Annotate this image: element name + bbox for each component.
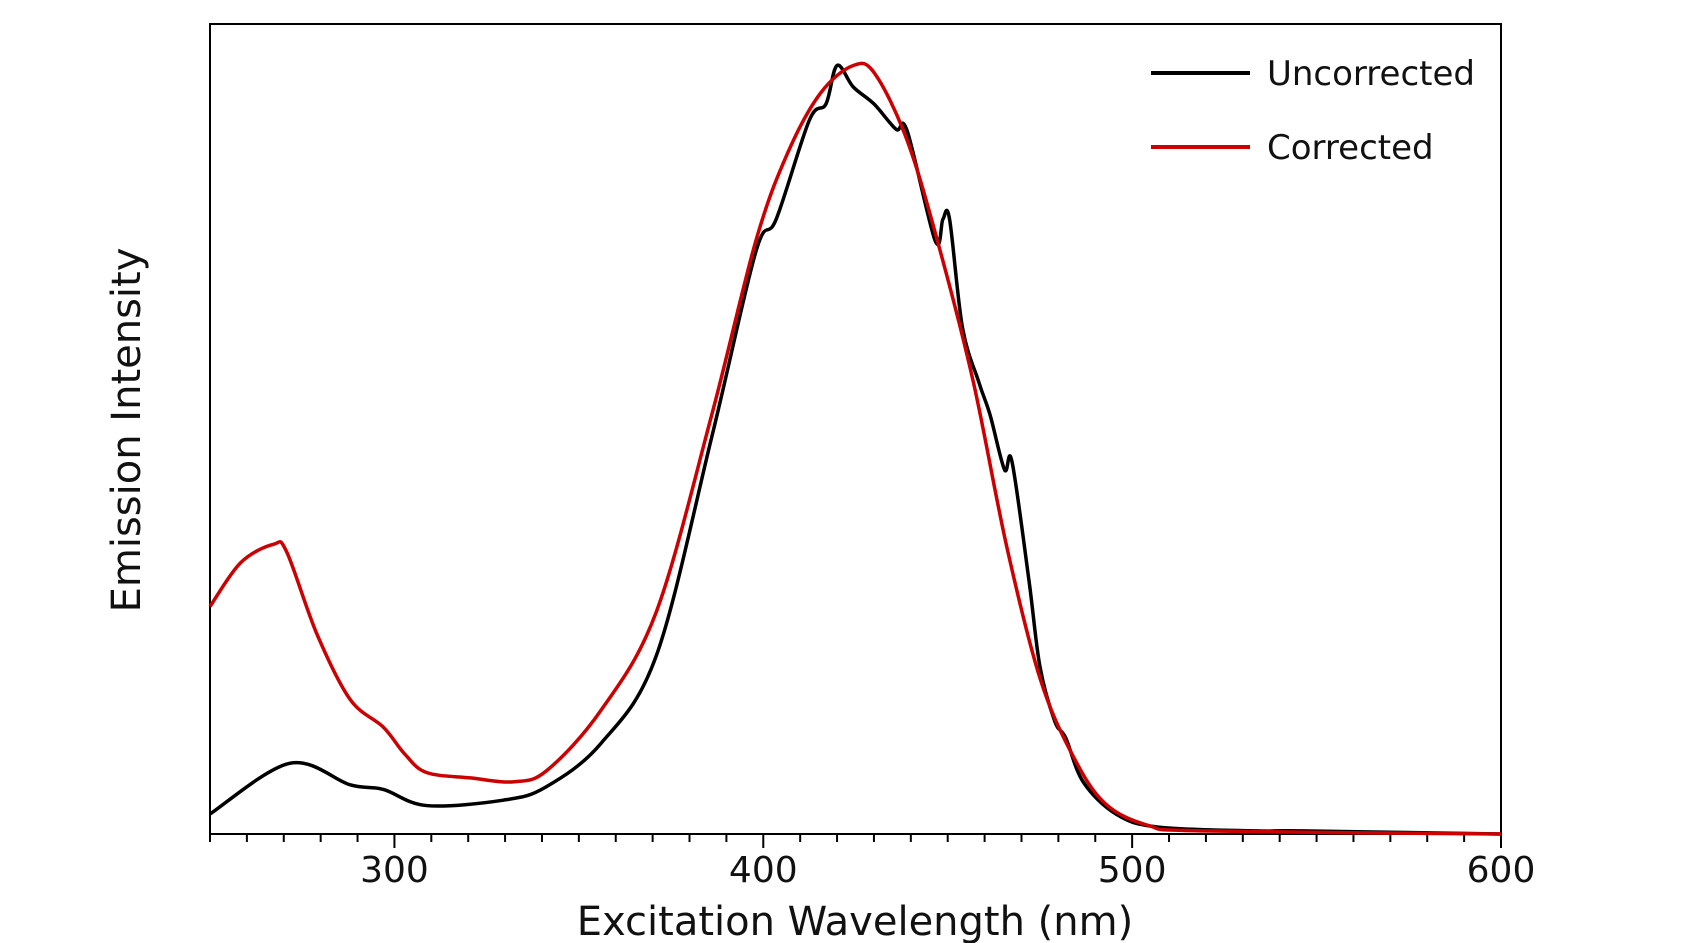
legend-label-uncorrected: Uncorrected — [1267, 54, 1475, 94]
x-tick-label: 300 — [360, 850, 429, 891]
x-axis-title: Excitation Wavelength (nm) — [577, 899, 1133, 943]
x-tick-label: 500 — [1098, 850, 1167, 891]
plot-frame — [209, 23, 1502, 835]
series-lines — [208, 61, 1502, 836]
x-tick-label: 600 — [1467, 850, 1536, 891]
legend-label-corrected: Corrected — [1267, 128, 1434, 168]
x-axis-ticks: 300 400 500 600 — [209, 834, 1536, 891]
legend: Uncorrected Corrected — [1151, 54, 1475, 168]
series-line-uncorrected — [209, 63, 1502, 836]
y-axis-title: Emission Intensity — [104, 248, 150, 613]
x-tick-label: 400 — [729, 850, 798, 891]
series-line-corrected — [208, 61, 1502, 836]
